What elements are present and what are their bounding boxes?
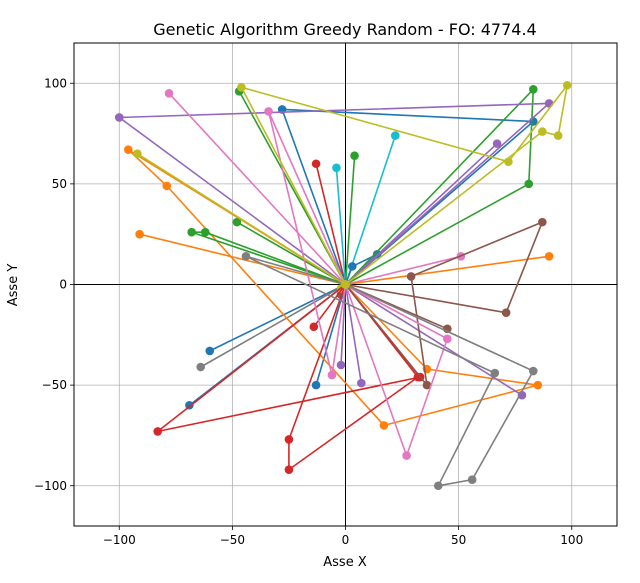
route-point xyxy=(544,252,554,261)
route-line xyxy=(116,102,552,286)
route-point xyxy=(205,346,215,356)
route-point xyxy=(124,145,133,154)
route-point xyxy=(390,131,400,140)
y-tick-label: 100 xyxy=(44,76,67,90)
x-tick-label: 50 xyxy=(451,533,466,547)
route-point xyxy=(336,360,346,370)
route-point xyxy=(517,390,527,400)
route-line xyxy=(267,111,347,376)
route-line xyxy=(344,87,535,286)
route-point xyxy=(264,107,273,116)
route-point xyxy=(422,380,432,390)
route-point xyxy=(347,262,357,271)
x-tick-label: 100 xyxy=(560,533,583,547)
route-line xyxy=(200,283,346,368)
route-point xyxy=(309,322,319,332)
route-point xyxy=(162,181,172,191)
route-point xyxy=(357,378,366,388)
route-point xyxy=(237,82,246,92)
route-point xyxy=(135,229,144,239)
route-point xyxy=(196,362,205,372)
route-point xyxy=(406,272,416,281)
route-point xyxy=(533,380,543,390)
route-point xyxy=(311,380,321,390)
route-22 xyxy=(153,280,425,436)
route-point xyxy=(241,252,251,261)
route-point xyxy=(538,127,547,136)
route-point xyxy=(433,481,443,491)
route-point xyxy=(350,151,359,160)
chart-title: Genetic Algorithm Greedy Random - FO: 47… xyxy=(153,20,536,39)
route-point xyxy=(164,89,174,98)
route-point xyxy=(501,308,511,317)
route-point xyxy=(504,157,513,167)
route-point xyxy=(341,280,350,289)
route-point xyxy=(553,131,563,140)
route-point xyxy=(327,370,337,380)
route-19 xyxy=(341,84,538,289)
route-point xyxy=(492,139,502,148)
x-tick-label: −50 xyxy=(220,533,245,547)
route-17 xyxy=(124,145,543,430)
route-point xyxy=(562,80,572,90)
route-point xyxy=(311,159,321,169)
route-point xyxy=(402,451,411,460)
route-line xyxy=(344,283,449,459)
route-point xyxy=(490,368,500,378)
y-axis-label: Asse Y xyxy=(6,264,21,307)
route-point xyxy=(200,227,210,237)
route-point xyxy=(524,179,534,189)
route-series xyxy=(114,80,572,491)
route-28 xyxy=(341,280,527,400)
route-line xyxy=(280,108,536,286)
route-36 xyxy=(237,80,572,289)
route-line xyxy=(136,153,346,286)
y-tick-label: 50 xyxy=(52,177,67,191)
route-point xyxy=(528,84,538,94)
route-point xyxy=(413,372,423,382)
y-tick-label: −100 xyxy=(34,479,67,493)
route-point xyxy=(232,217,242,227)
route-point xyxy=(332,163,341,173)
route-point xyxy=(153,427,163,436)
route-point xyxy=(133,149,142,158)
route-point xyxy=(114,113,124,122)
route-point xyxy=(379,421,389,430)
route-2 xyxy=(135,229,350,289)
route-point xyxy=(443,334,452,344)
route-line xyxy=(127,149,539,427)
route-34 xyxy=(241,252,538,491)
route-line xyxy=(344,220,544,388)
y-tick-label: 0 xyxy=(59,278,67,292)
route-point xyxy=(544,99,554,108)
route-point xyxy=(187,227,196,237)
y-tick-label: −50 xyxy=(42,378,67,392)
x-tick-label: −100 xyxy=(103,533,136,547)
route-line xyxy=(168,92,347,286)
route-point xyxy=(284,465,294,474)
x-tick-label: 0 xyxy=(342,533,350,547)
axis-ticks: −100 −50 0 50 100 −100 −50 0 50 100 xyxy=(34,76,583,547)
route-line xyxy=(139,233,346,286)
route-point xyxy=(284,435,294,444)
route-line xyxy=(191,231,346,286)
x-axis-label: Asse X xyxy=(323,555,367,570)
route-point xyxy=(467,475,477,485)
route-point xyxy=(538,217,547,227)
route-15 xyxy=(277,105,538,289)
route-point xyxy=(528,366,538,376)
